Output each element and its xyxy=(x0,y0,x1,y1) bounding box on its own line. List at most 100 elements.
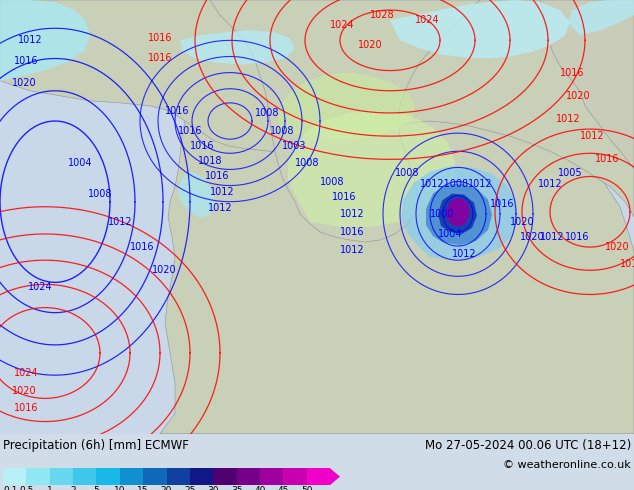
Bar xyxy=(283,468,307,485)
Text: 10: 10 xyxy=(114,486,126,490)
Text: 2: 2 xyxy=(70,486,76,490)
Text: 35: 35 xyxy=(231,486,242,490)
Text: 1012: 1012 xyxy=(620,259,634,269)
Text: 1016: 1016 xyxy=(340,227,365,237)
Text: 25: 25 xyxy=(184,486,195,490)
Polygon shape xyxy=(426,184,492,245)
Text: 1028: 1028 xyxy=(370,10,394,20)
Bar xyxy=(143,468,167,485)
Polygon shape xyxy=(401,167,518,260)
Text: 1020: 1020 xyxy=(605,242,630,252)
Text: 1024: 1024 xyxy=(415,15,439,25)
Bar xyxy=(27,468,49,485)
Text: 1020: 1020 xyxy=(12,78,37,88)
Text: 1012: 1012 xyxy=(452,249,477,259)
Text: 1012: 1012 xyxy=(210,187,235,196)
Text: 10121008: 10121008 xyxy=(420,178,469,189)
Text: Mo 27-05-2024 00.06 UTC (18+12): Mo 27-05-2024 00.06 UTC (18+12) xyxy=(425,439,631,452)
Text: 1008: 1008 xyxy=(88,189,112,198)
Text: 1016: 1016 xyxy=(560,68,585,77)
Polygon shape xyxy=(210,0,480,242)
Polygon shape xyxy=(160,0,634,434)
Bar xyxy=(49,468,73,485)
Bar xyxy=(260,468,283,485)
Text: 1020: 1020 xyxy=(510,217,534,227)
Text: 1012: 1012 xyxy=(538,178,562,189)
Text: 1016: 1016 xyxy=(490,199,515,209)
Text: 1016: 1016 xyxy=(165,106,190,116)
Text: 1020: 1020 xyxy=(520,232,545,242)
Text: 1012: 1012 xyxy=(208,203,233,213)
Text: 1003: 1003 xyxy=(282,141,306,151)
Text: 1016: 1016 xyxy=(148,33,172,43)
Text: 1024: 1024 xyxy=(330,20,354,30)
Text: 1016: 1016 xyxy=(148,53,172,64)
Text: 1020: 1020 xyxy=(12,386,37,396)
Text: 1008: 1008 xyxy=(255,108,280,118)
Text: 1016: 1016 xyxy=(565,232,590,242)
Text: 1012: 1012 xyxy=(468,178,493,189)
Text: 30: 30 xyxy=(207,486,219,490)
Text: 45: 45 xyxy=(278,486,289,490)
Text: 1005: 1005 xyxy=(558,169,583,178)
Bar xyxy=(73,468,96,485)
Text: 1012: 1012 xyxy=(540,232,565,242)
Text: 1016: 1016 xyxy=(205,172,230,181)
Polygon shape xyxy=(178,173,215,217)
Polygon shape xyxy=(568,0,634,35)
Text: 1012: 1012 xyxy=(340,209,365,219)
Bar xyxy=(236,468,260,485)
Text: 1016: 1016 xyxy=(178,126,202,136)
Text: 20: 20 xyxy=(161,486,172,490)
Text: 1012: 1012 xyxy=(18,35,42,46)
Text: 1012: 1012 xyxy=(108,217,133,227)
Text: 1008: 1008 xyxy=(270,126,295,136)
Text: 5: 5 xyxy=(94,486,100,490)
Text: 1008: 1008 xyxy=(395,169,420,178)
Polygon shape xyxy=(540,0,634,169)
Polygon shape xyxy=(0,0,634,217)
Polygon shape xyxy=(390,0,570,58)
Polygon shape xyxy=(288,111,455,227)
Text: 1004: 1004 xyxy=(68,158,93,169)
Text: 40: 40 xyxy=(254,486,266,490)
Text: 50: 50 xyxy=(301,486,313,490)
Polygon shape xyxy=(438,194,477,234)
Polygon shape xyxy=(278,73,415,139)
Text: 1016: 1016 xyxy=(595,154,619,164)
Text: 1018: 1018 xyxy=(198,156,223,167)
Text: 1020: 1020 xyxy=(566,91,591,101)
Bar xyxy=(167,468,190,485)
Bar xyxy=(307,468,330,485)
Text: Precipitation (6h) [mm] ECMWF: Precipitation (6h) [mm] ECMWF xyxy=(3,439,189,452)
Text: 1016: 1016 xyxy=(332,192,356,202)
Text: 1008: 1008 xyxy=(320,176,344,187)
Text: 1020: 1020 xyxy=(152,265,177,275)
Text: 1008: 1008 xyxy=(295,158,320,169)
Text: 1020: 1020 xyxy=(358,40,383,50)
Text: 1024: 1024 xyxy=(28,282,53,293)
Polygon shape xyxy=(180,30,295,65)
Bar xyxy=(3,468,27,485)
Text: 1016: 1016 xyxy=(14,403,39,414)
Text: 15: 15 xyxy=(138,486,149,490)
Polygon shape xyxy=(446,197,470,227)
Text: 1012: 1012 xyxy=(580,131,605,141)
Bar xyxy=(213,468,236,485)
Text: 1016: 1016 xyxy=(14,55,39,66)
Text: © weatheronline.co.uk: © weatheronline.co.uk xyxy=(503,460,631,470)
Text: 1: 1 xyxy=(47,486,53,490)
Text: 0.5: 0.5 xyxy=(19,486,34,490)
Text: 1000: 1000 xyxy=(430,209,455,219)
Text: 1016: 1016 xyxy=(130,242,155,252)
Polygon shape xyxy=(0,0,90,81)
Bar xyxy=(96,468,120,485)
Text: 1012: 1012 xyxy=(340,245,365,255)
Text: 0.1: 0.1 xyxy=(3,486,17,490)
Text: 1012: 1012 xyxy=(556,114,581,124)
Polygon shape xyxy=(330,468,340,485)
Text: 1016: 1016 xyxy=(190,141,214,151)
Text: 1004: 1004 xyxy=(438,229,462,239)
Bar xyxy=(120,468,143,485)
Text: 1024: 1024 xyxy=(14,368,39,378)
